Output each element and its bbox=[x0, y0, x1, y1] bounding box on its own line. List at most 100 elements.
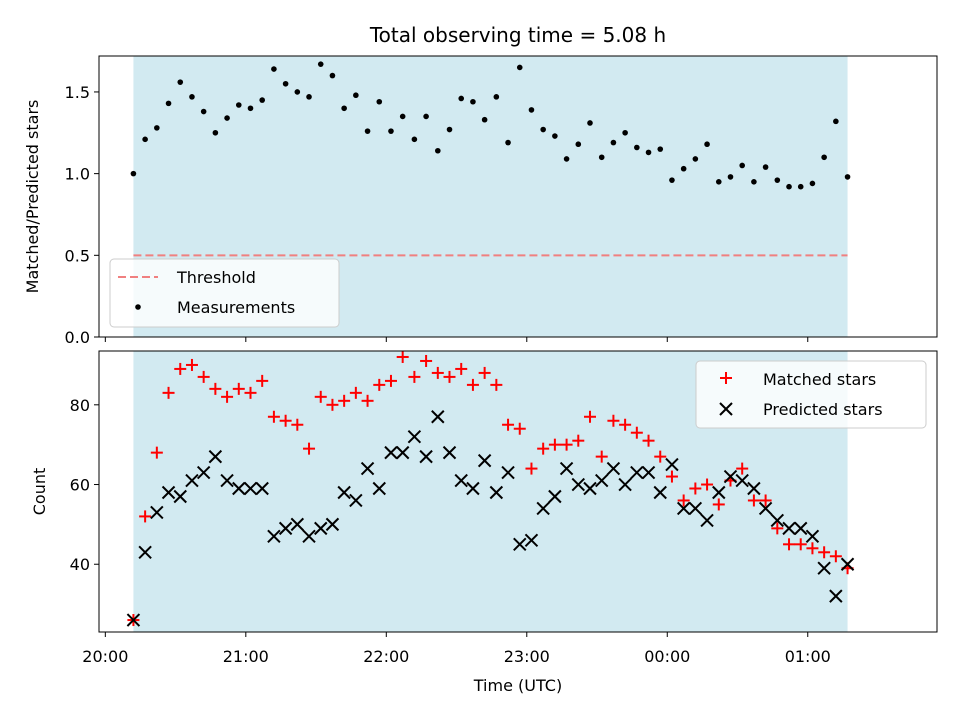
matched-star-point bbox=[806, 542, 819, 555]
matched-star-point bbox=[619, 418, 632, 431]
predicted-star-point bbox=[255, 481, 269, 496]
measurement-point bbox=[282, 80, 289, 87]
measurement-point bbox=[341, 105, 347, 112]
measurement-point bbox=[704, 141, 710, 148]
measurement-point bbox=[727, 174, 734, 180]
predicted-star-point bbox=[185, 473, 199, 488]
matched-star-point bbox=[560, 438, 573, 451]
measurement-point bbox=[224, 115, 230, 121]
predicted-star-point bbox=[278, 521, 293, 536]
predicted-star-point bbox=[196, 465, 211, 480]
measurement-point bbox=[306, 94, 312, 100]
matched-star-point bbox=[829, 550, 842, 563]
matched-star-point bbox=[396, 350, 409, 363]
matched-star-point bbox=[677, 494, 690, 507]
measurement-point bbox=[200, 108, 207, 115]
measurement-point bbox=[446, 126, 453, 133]
measurement-point bbox=[435, 147, 441, 154]
matched-star-point bbox=[794, 538, 807, 551]
matched-star-point bbox=[466, 378, 479, 391]
matched-star-point bbox=[537, 442, 550, 455]
matched-star-point bbox=[513, 422, 526, 435]
top-x-ticks bbox=[104, 337, 809, 342]
measurement-point bbox=[235, 102, 242, 108]
matched-star-point bbox=[642, 434, 655, 447]
measurement-point bbox=[692, 156, 699, 162]
matched-star-point bbox=[197, 370, 210, 383]
x-tick-label: 21:00 bbox=[223, 647, 269, 666]
predicted-star-point bbox=[794, 521, 808, 536]
matched-legend-marker bbox=[720, 372, 732, 384]
bottom-legend-box bbox=[695, 360, 927, 429]
matched-star-point bbox=[150, 446, 163, 459]
matched-star-point bbox=[279, 414, 292, 427]
measurement-point bbox=[247, 105, 254, 112]
top-y-ticks: 0.0 0.5 1.0 1.5 bbox=[65, 83, 99, 347]
predicted-star-point bbox=[571, 477, 585, 492]
matched-star-point bbox=[665, 470, 678, 483]
predicted-star-point bbox=[665, 457, 679, 472]
measurement-point bbox=[844, 174, 851, 180]
predicted-star-point bbox=[524, 533, 539, 548]
measurement-point bbox=[505, 139, 511, 146]
predicted-star-point bbox=[758, 501, 773, 516]
predicted-star-point bbox=[489, 485, 504, 500]
x-tick-label: 20:00 bbox=[82, 647, 128, 666]
matched-star-point bbox=[373, 378, 386, 391]
predicted-star-point bbox=[372, 481, 386, 496]
x-tick-label: 01:00 bbox=[785, 647, 831, 666]
predicted-star-point bbox=[419, 449, 433, 464]
matched-star-point bbox=[384, 374, 397, 387]
predicted-star-point bbox=[325, 517, 340, 532]
predicted-star-point bbox=[840, 557, 855, 571]
measurement-point bbox=[622, 129, 628, 136]
matched-star-point bbox=[303, 442, 316, 455]
predicted-star-point bbox=[302, 529, 316, 544]
predicted-star-point bbox=[700, 513, 714, 528]
measurement-point bbox=[797, 183, 804, 190]
matched-star-point bbox=[244, 386, 257, 399]
measurement-point bbox=[154, 125, 160, 131]
measurement-point bbox=[259, 97, 265, 103]
predicted-star-point bbox=[232, 481, 246, 496]
matched-star-point bbox=[607, 414, 620, 427]
predicted-star-point bbox=[395, 445, 410, 460]
predicted-star-point bbox=[606, 461, 621, 476]
top-y-tick-label: 1.5 bbox=[65, 83, 90, 102]
matched-stars-points bbox=[127, 350, 854, 627]
bottom-y-tick-label: 80 bbox=[70, 396, 90, 415]
bottom-y-ticks: 40 60 80 bbox=[70, 396, 99, 574]
measurement-point bbox=[493, 94, 500, 100]
matched-star-point bbox=[478, 366, 491, 379]
measurement-point bbox=[423, 113, 429, 120]
matched-star-point bbox=[338, 394, 351, 407]
measurement-point bbox=[364, 128, 371, 134]
predicted-star-point bbox=[747, 481, 761, 496]
predicted-star-point bbox=[618, 477, 632, 492]
predicted-star-point bbox=[384, 445, 398, 460]
measurement-point bbox=[751, 178, 757, 185]
predicted-star-point bbox=[770, 513, 785, 528]
measurement-point bbox=[376, 98, 383, 105]
measurement-point bbox=[177, 79, 184, 85]
measurement-point bbox=[598, 154, 605, 161]
top-legend-box bbox=[109, 258, 340, 328]
predicted-star-point bbox=[817, 561, 831, 575]
measurement-point bbox=[657, 146, 664, 152]
measurement-point bbox=[634, 144, 640, 151]
top-y-axis-label: Matched/Predicted stars bbox=[23, 100, 42, 294]
measurements-legend-marker bbox=[135, 304, 141, 310]
measurements-legend-label: Measurements bbox=[177, 298, 295, 317]
predicted-star-point bbox=[630, 465, 644, 480]
measurement-point bbox=[786, 183, 792, 190]
predicted-star-point bbox=[290, 517, 305, 532]
measurement-point bbox=[317, 61, 324, 67]
matched-star-point bbox=[583, 410, 596, 423]
bottom-x-ticks: 20:00 21:00 22:00 23:00 00:00 01:00 bbox=[82, 632, 831, 666]
top-y-tick-label: 0.0 bbox=[65, 328, 90, 347]
matched-star-point bbox=[747, 494, 760, 507]
predicted-star-point bbox=[267, 529, 281, 544]
predicted-star-point bbox=[548, 489, 562, 504]
measurement-point bbox=[329, 72, 336, 79]
measurement-point bbox=[399, 113, 406, 120]
